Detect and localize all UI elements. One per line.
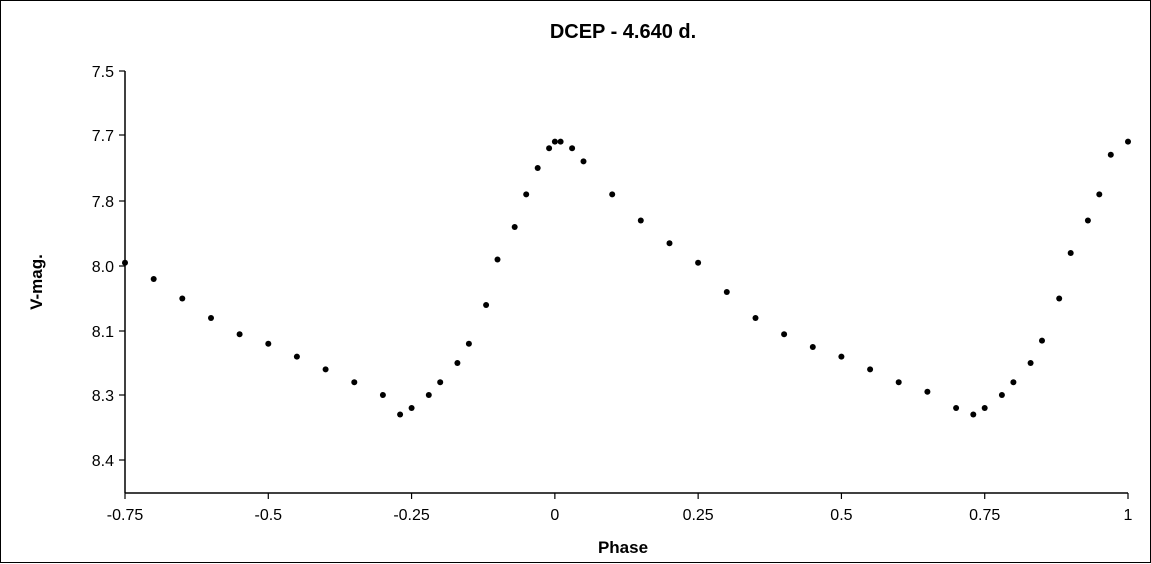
data-point: [752, 315, 759, 321]
data-point: [781, 331, 788, 338]
data-point: [265, 340, 272, 347]
y-tick-label: 8.1: [92, 324, 114, 341]
data-point: [351, 379, 358, 386]
data-point: [379, 392, 386, 398]
data-point: [1107, 151, 1114, 158]
data-point: [408, 405, 415, 411]
data-point: [924, 388, 931, 395]
data-point: [1096, 191, 1103, 198]
plot-area: [124, 71, 1128, 494]
x-tick-label: 0: [550, 507, 559, 524]
chart-title: DCEP - 4.640 d.: [550, 21, 696, 43]
data-point: [557, 138, 564, 145]
data-point: [208, 315, 214, 321]
y-tick-label: 7.7: [92, 128, 114, 145]
y-tick-label: 8.0: [92, 259, 114, 276]
data-point: [425, 392, 432, 398]
axis-ticks: -0.75 -0.5 -0.25 0 0.25 0.5 0.75 1 7.5 7.7 7.8 8.0 8…: [92, 64, 1133, 524]
data-point: [867, 366, 874, 373]
data-point: [998, 392, 1005, 398]
data-point: [546, 145, 553, 152]
data-point: [637, 217, 644, 224]
x-tick-label: -0.5: [254, 507, 282, 524]
data-point: [609, 191, 616, 198]
data-point: [179, 295, 186, 302]
y-tick-label: 7.8: [92, 194, 114, 211]
x-tick-label: 1: [1124, 507, 1133, 524]
data-point: [397, 411, 404, 418]
x-tick-label: 0.5: [830, 507, 852, 524]
data-point: [150, 276, 157, 282]
data-point: [494, 256, 501, 263]
data-point: [970, 411, 977, 418]
data-point: [569, 145, 576, 152]
data-point: [723, 289, 730, 295]
data-point: [551, 138, 558, 145]
data-point: [1125, 138, 1131, 145]
data-point: [809, 344, 816, 350]
x-tick-label: -0.25: [393, 507, 430, 524]
x-tick-label: -0.75: [107, 507, 144, 524]
data-point: [580, 158, 587, 165]
data-point: [895, 379, 902, 386]
data-point: [322, 366, 329, 373]
data-point: [1084, 217, 1091, 224]
data-point: [454, 360, 461, 366]
data-point: [1056, 295, 1063, 302]
data-point: [1010, 379, 1017, 386]
data-point: [483, 302, 490, 308]
data-point: [953, 405, 960, 411]
x-axis-title: Phase: [598, 538, 648, 557]
x-tick-label: 0.75: [969, 507, 1000, 524]
data-point: [695, 259, 702, 266]
data-point: [236, 331, 243, 338]
x-tick-label: 0.25: [683, 507, 714, 524]
data-point: [1027, 360, 1034, 366]
data-point: [293, 353, 300, 360]
data-point: [511, 224, 518, 230]
y-tick-label: 7.5: [92, 64, 114, 81]
data-point: [838, 353, 845, 360]
y-tick-label: 8.4: [92, 453, 114, 470]
y-axis-title: V-mag.: [27, 254, 46, 310]
data-point: [122, 259, 128, 266]
data-points: [122, 138, 1131, 418]
data-point: [981, 405, 988, 411]
data-point: [465, 340, 472, 347]
data-point: [523, 191, 530, 198]
data-point: [1039, 337, 1045, 344]
data-point: [1067, 250, 1074, 256]
y-tick-label: 8.3: [92, 388, 114, 405]
data-point: [534, 165, 541, 171]
data-point: [666, 240, 673, 247]
data-point: [437, 379, 444, 386]
